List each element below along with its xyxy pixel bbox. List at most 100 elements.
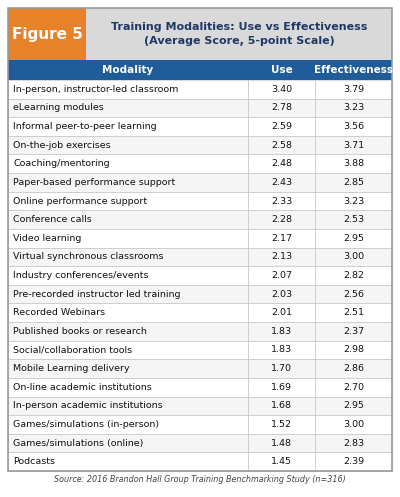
FancyBboxPatch shape xyxy=(315,248,392,266)
Text: Effectiveness: Effectiveness xyxy=(314,65,393,75)
Text: 2.01: 2.01 xyxy=(271,308,292,317)
FancyBboxPatch shape xyxy=(315,415,392,434)
FancyBboxPatch shape xyxy=(248,340,315,359)
FancyBboxPatch shape xyxy=(248,248,315,266)
FancyBboxPatch shape xyxy=(8,266,248,285)
FancyBboxPatch shape xyxy=(8,397,248,415)
Text: 3.88: 3.88 xyxy=(343,159,364,168)
Text: 2.13: 2.13 xyxy=(271,252,292,261)
Text: Games/simulations (online): Games/simulations (online) xyxy=(13,438,143,448)
Text: Mobile Learning delivery: Mobile Learning delivery xyxy=(13,364,130,373)
Text: Conference calls: Conference calls xyxy=(13,215,92,224)
FancyBboxPatch shape xyxy=(8,378,248,397)
Text: Modality: Modality xyxy=(102,65,154,75)
FancyBboxPatch shape xyxy=(315,192,392,210)
FancyBboxPatch shape xyxy=(248,434,315,452)
FancyBboxPatch shape xyxy=(8,136,248,155)
Text: Industry conferences/events: Industry conferences/events xyxy=(13,271,148,280)
Text: 2.58: 2.58 xyxy=(271,141,292,150)
Text: 1.52: 1.52 xyxy=(271,420,292,429)
Text: 2.83: 2.83 xyxy=(343,438,364,448)
Text: 2.53: 2.53 xyxy=(343,215,364,224)
FancyBboxPatch shape xyxy=(315,434,392,452)
FancyBboxPatch shape xyxy=(315,98,392,117)
FancyBboxPatch shape xyxy=(8,285,248,304)
Text: 2.43: 2.43 xyxy=(271,178,292,187)
Text: eLearning modules: eLearning modules xyxy=(13,103,104,112)
Text: 1.83: 1.83 xyxy=(271,327,292,336)
FancyBboxPatch shape xyxy=(8,173,248,192)
FancyBboxPatch shape xyxy=(248,60,315,80)
FancyBboxPatch shape xyxy=(8,80,248,98)
FancyBboxPatch shape xyxy=(8,229,248,248)
Text: 2.51: 2.51 xyxy=(343,308,364,317)
FancyBboxPatch shape xyxy=(8,452,248,471)
Text: 3.40: 3.40 xyxy=(271,85,292,94)
FancyBboxPatch shape xyxy=(8,340,248,359)
FancyBboxPatch shape xyxy=(315,229,392,248)
FancyBboxPatch shape xyxy=(248,285,315,304)
Text: 2.56: 2.56 xyxy=(343,290,364,299)
Text: 2.17: 2.17 xyxy=(271,234,292,243)
Text: 2.95: 2.95 xyxy=(343,234,364,243)
Text: 2.07: 2.07 xyxy=(271,271,292,280)
Text: 3.00: 3.00 xyxy=(343,420,364,429)
Text: Virtual synchronous classrooms: Virtual synchronous classrooms xyxy=(13,252,164,261)
FancyBboxPatch shape xyxy=(248,117,315,136)
FancyBboxPatch shape xyxy=(248,192,315,210)
Text: 2.48: 2.48 xyxy=(271,159,292,168)
Text: In-person academic institutions: In-person academic institutions xyxy=(13,402,163,411)
Text: On-line academic institutions: On-line academic institutions xyxy=(13,383,152,392)
Text: Figure 5: Figure 5 xyxy=(12,26,82,42)
FancyBboxPatch shape xyxy=(8,210,248,229)
FancyBboxPatch shape xyxy=(248,397,315,415)
FancyBboxPatch shape xyxy=(248,229,315,248)
FancyBboxPatch shape xyxy=(8,8,86,60)
FancyBboxPatch shape xyxy=(315,173,392,192)
FancyBboxPatch shape xyxy=(315,136,392,155)
Text: 2.95: 2.95 xyxy=(343,402,364,411)
Text: 1.48: 1.48 xyxy=(271,438,292,448)
FancyBboxPatch shape xyxy=(8,359,248,378)
FancyBboxPatch shape xyxy=(86,8,392,60)
FancyBboxPatch shape xyxy=(315,285,392,304)
Text: Published books or research: Published books or research xyxy=(13,327,147,336)
FancyBboxPatch shape xyxy=(315,322,392,340)
FancyBboxPatch shape xyxy=(248,98,315,117)
Text: 1.69: 1.69 xyxy=(271,383,292,392)
FancyBboxPatch shape xyxy=(8,117,248,136)
Text: 3.23: 3.23 xyxy=(343,196,364,206)
FancyBboxPatch shape xyxy=(315,117,392,136)
FancyBboxPatch shape xyxy=(248,173,315,192)
Text: 2.82: 2.82 xyxy=(343,271,364,280)
FancyBboxPatch shape xyxy=(8,322,248,340)
FancyBboxPatch shape xyxy=(8,192,248,210)
FancyBboxPatch shape xyxy=(8,415,248,434)
FancyBboxPatch shape xyxy=(248,80,315,98)
Text: On-the-job exercises: On-the-job exercises xyxy=(13,141,111,150)
FancyBboxPatch shape xyxy=(315,397,392,415)
FancyBboxPatch shape xyxy=(248,378,315,397)
Text: 1.83: 1.83 xyxy=(271,345,292,354)
Text: Online performance support: Online performance support xyxy=(13,196,147,206)
FancyBboxPatch shape xyxy=(8,98,248,117)
Text: 1.45: 1.45 xyxy=(271,457,292,466)
FancyBboxPatch shape xyxy=(8,304,248,322)
Text: Source: 2016 Brandon Hall Group Training Benchmarking Study (n=316): Source: 2016 Brandon Hall Group Training… xyxy=(54,476,346,485)
Text: 2.33: 2.33 xyxy=(271,196,292,206)
Text: 3.23: 3.23 xyxy=(343,103,364,112)
Text: Use: Use xyxy=(271,65,292,75)
Text: 2.98: 2.98 xyxy=(343,345,364,354)
Text: Pre-recorded instructor led training: Pre-recorded instructor led training xyxy=(13,290,180,299)
FancyBboxPatch shape xyxy=(248,322,315,340)
Text: 3.71: 3.71 xyxy=(343,141,364,150)
FancyBboxPatch shape xyxy=(248,359,315,378)
Text: Games/simulations (in-person): Games/simulations (in-person) xyxy=(13,420,159,429)
Text: Video learning: Video learning xyxy=(13,234,81,243)
Text: 2.28: 2.28 xyxy=(271,215,292,224)
FancyBboxPatch shape xyxy=(315,155,392,173)
FancyBboxPatch shape xyxy=(248,452,315,471)
FancyBboxPatch shape xyxy=(248,415,315,434)
Text: 1.70: 1.70 xyxy=(271,364,292,373)
FancyBboxPatch shape xyxy=(315,60,392,80)
